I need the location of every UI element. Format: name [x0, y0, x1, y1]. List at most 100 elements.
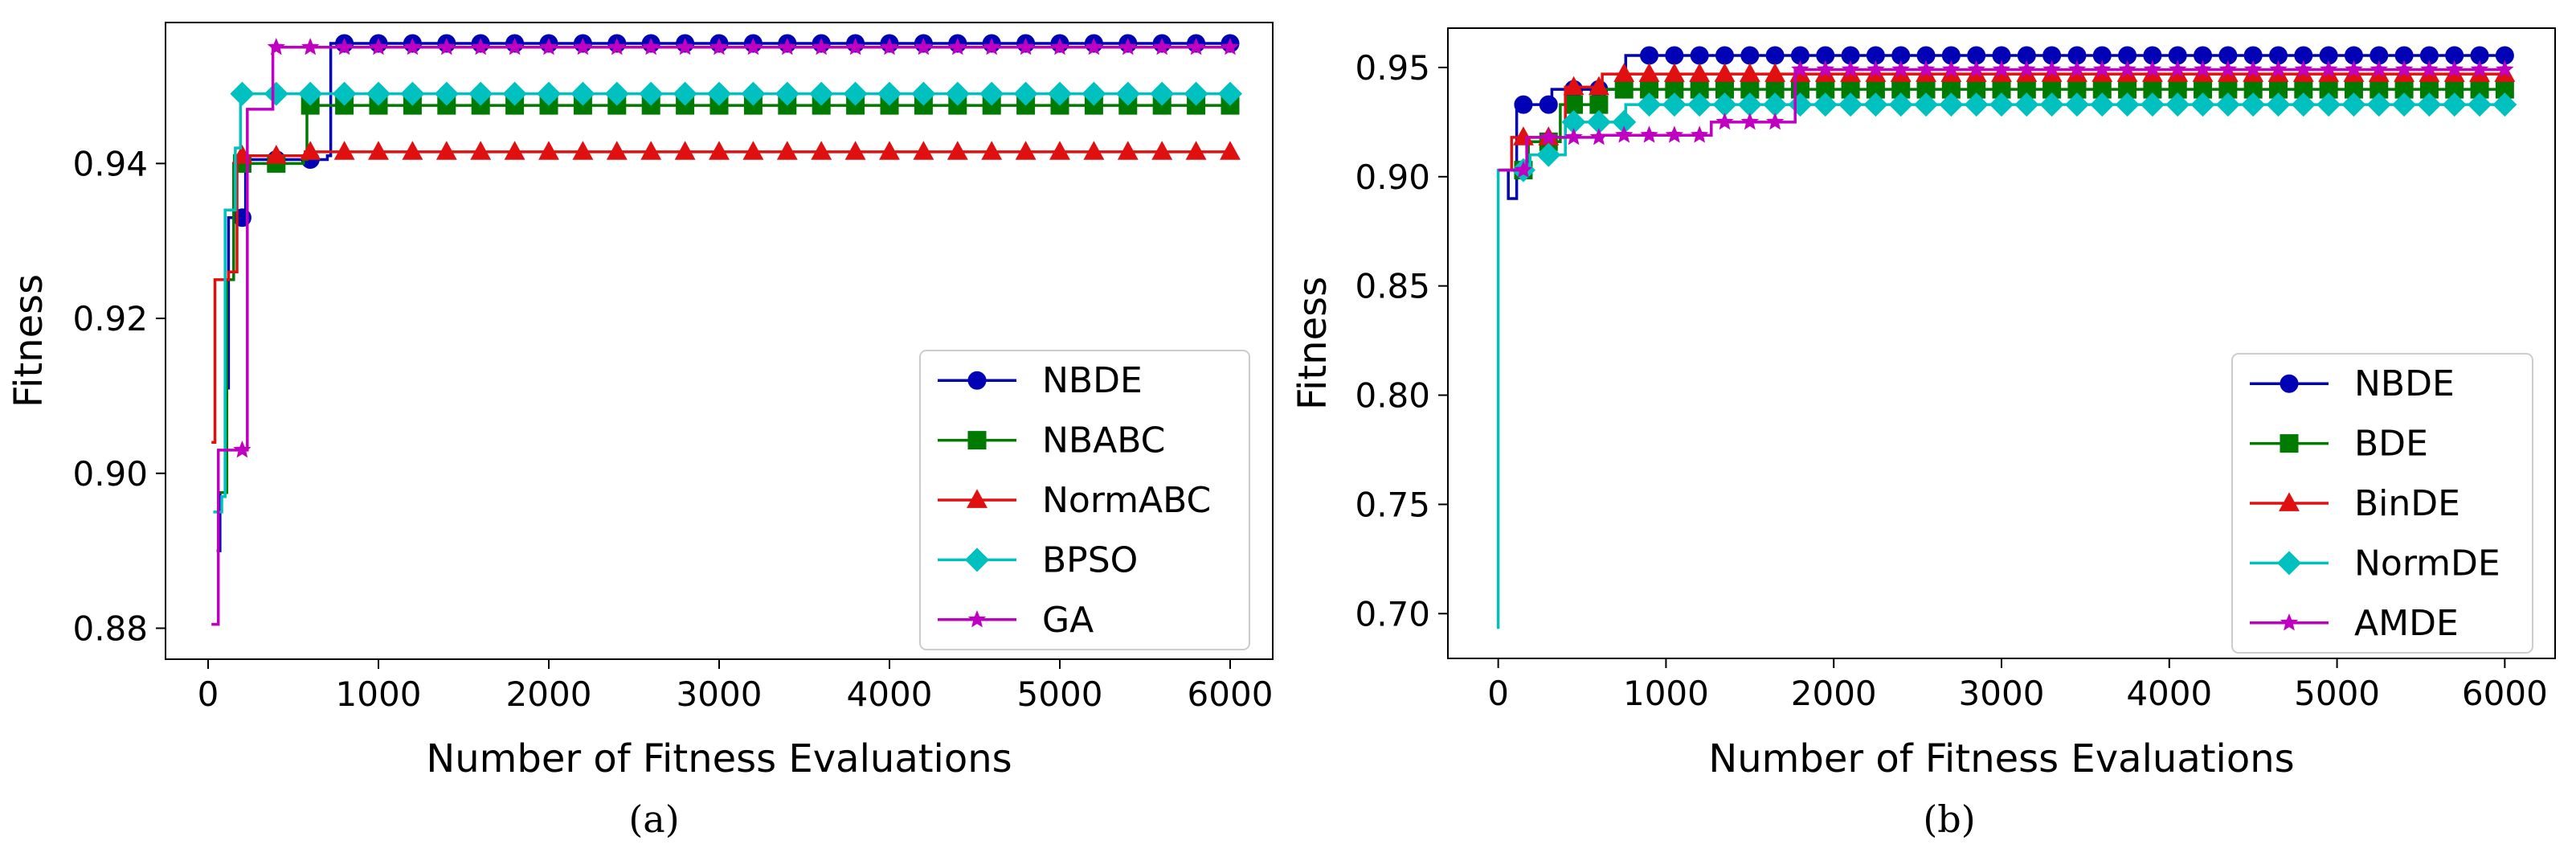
data-point [1841, 59, 1860, 78]
data-point [2269, 59, 2288, 78]
data-point [1613, 63, 1635, 82]
data-point [2140, 92, 2165, 117]
legend-item-nbabc: NBABC [938, 420, 1165, 461]
data-point [2241, 92, 2266, 117]
legend: NBDE BDE BinDE NormDE AMDE [2231, 353, 2533, 654]
series-group [211, 34, 1243, 626]
data-point [2165, 92, 2190, 117]
data-point [1816, 59, 1834, 78]
series-group [1496, 46, 2517, 629]
data-point [1118, 38, 1137, 55]
legend-marker [2276, 551, 2302, 576]
x-tick-label: 2000 [506, 674, 592, 714]
data-point [2366, 92, 2391, 117]
y-axis-label: Fitness [6, 274, 51, 408]
data-point [1083, 141, 1105, 160]
legend-item-bde: BDE [2250, 424, 2428, 465]
legend-item-ga: GA [938, 600, 1094, 641]
data-point [981, 141, 1003, 160]
series-normabc [211, 141, 1241, 444]
data-point [434, 81, 459, 106]
data-point [913, 141, 934, 160]
data-point [1082, 81, 1106, 106]
legend-item-bpso: BPSO [938, 539, 1138, 580]
data-point [2294, 59, 2313, 78]
data-point [230, 81, 255, 106]
data-point [2064, 92, 2089, 117]
series-bpso [213, 81, 1243, 514]
data-point [333, 141, 355, 160]
data-point [400, 81, 425, 106]
series-binde [1498, 63, 2516, 172]
series-line-bpso [213, 92, 1230, 514]
data-point [504, 141, 525, 160]
data-point [846, 38, 865, 55]
legend-label: BinDE [2354, 483, 2460, 524]
data-point [2316, 92, 2341, 117]
data-point [2492, 92, 2517, 117]
data-point [572, 141, 594, 160]
data-point [538, 141, 559, 160]
data-point [879, 141, 900, 160]
data-point [676, 38, 694, 55]
x-tick-label: 6000 [1188, 674, 1274, 714]
legend-marker [2279, 492, 2300, 511]
data-point [1891, 59, 1910, 78]
series-ga [211, 38, 1240, 626]
data-point [301, 38, 320, 55]
data-point [2090, 92, 2115, 117]
data-point [1085, 38, 1103, 55]
data-point [948, 38, 967, 55]
data-point [2392, 92, 2417, 117]
data-point [880, 38, 899, 55]
data-point [1016, 38, 1035, 55]
y-axis-label: Fitness [1290, 277, 1335, 410]
legend-marker [967, 609, 987, 628]
data-point [639, 81, 664, 106]
data-point [2442, 92, 2467, 117]
data-point [264, 81, 288, 106]
legend-label: NBABC [1042, 420, 1165, 461]
data-point [2394, 59, 2414, 78]
x-tick-label: 0 [198, 674, 219, 714]
data-point [2420, 59, 2439, 78]
data-point [1939, 92, 1964, 117]
data-point [1539, 128, 1558, 146]
data-point [1740, 46, 1760, 65]
x-tick-label: 6000 [2462, 674, 2548, 713]
data-point [2115, 92, 2140, 117]
legend-label: AMDE [2354, 603, 2459, 644]
data-point [1184, 81, 1208, 106]
data-point [2291, 92, 2316, 117]
data-point [2018, 59, 2036, 78]
data-point [1614, 80, 1634, 99]
data-point [2468, 92, 2492, 117]
data-point [1689, 63, 1711, 82]
y-tick-label: 0.90 [72, 454, 148, 494]
y-tick-label: 0.88 [72, 609, 148, 648]
data-point [1992, 59, 2011, 78]
data-point [1739, 63, 1760, 82]
data-point [1150, 81, 1175, 106]
data-point [1791, 59, 1809, 78]
data-point [809, 81, 834, 106]
legend-label: NBDE [2354, 363, 2455, 404]
data-point [1687, 92, 1712, 117]
data-point [606, 141, 628, 160]
data-point [2039, 92, 2064, 117]
data-point [1185, 141, 1207, 160]
data-point [2266, 92, 2291, 117]
data-point [2194, 59, 2212, 78]
data-point [2143, 59, 2162, 78]
data-point [1715, 46, 1734, 65]
data-point [945, 81, 970, 106]
chart-panel-b: 0 1000 2000 3000 4000 5000 6000 0.70 0.75 0.80 0.8… [1290, 27, 2556, 841]
x-tick-label: 4000 [847, 674, 933, 714]
data-point [979, 81, 1004, 106]
data-point [674, 141, 696, 160]
data-point [1665, 46, 1684, 65]
y-tick-label: 0.95 [1355, 48, 1430, 88]
data-point [1914, 92, 1939, 117]
legend-box [919, 350, 1250, 650]
